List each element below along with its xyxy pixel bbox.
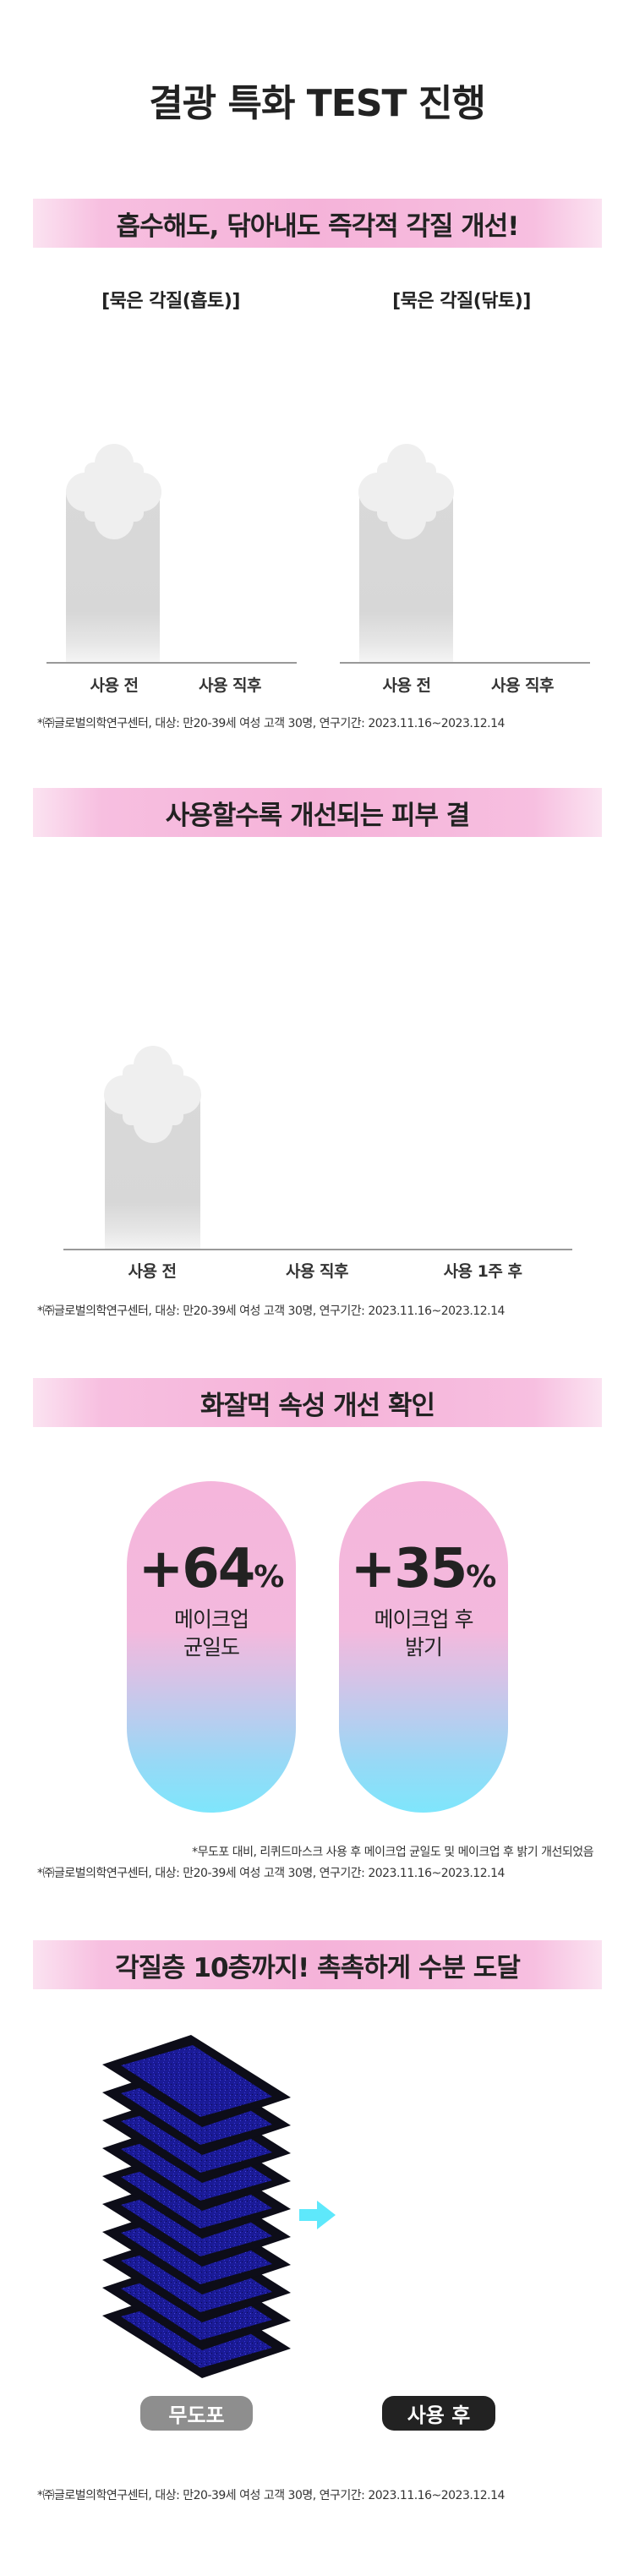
stat-pill-uniformity: +64% 메이크업 균일도 bbox=[127, 1481, 296, 1813]
stat-pill-brightness: +35% 메이크업 후 밝기 bbox=[339, 1481, 508, 1813]
section-heading-text: 흡수해도, 닦아내도 즉각적 각질 개선! bbox=[116, 211, 520, 242]
chart-subtitle-wipe: [묵은 각질(닦토)] bbox=[392, 291, 531, 312]
footnote: *㈜글로벌의학연구센터, 대상: 만20-39세 여성 고객 30명, 연구기간… bbox=[37, 1304, 505, 1318]
footnote: *㈜글로벌의학연구센터, 대상: 만20-39세 여성 고객 30명, 연구기간… bbox=[37, 2489, 505, 2502]
footnote: *㈜글로벌의학연구센터, 대상: 만20-39세 여성 고객 30명, 연구기간… bbox=[37, 717, 505, 730]
section-heading-makeup: 화잘먹 속성 개선 확인 bbox=[33, 1378, 602, 1427]
chart-axis bbox=[340, 662, 590, 664]
note: *무도포 대비, 리퀴드마스크 사용 후 메이크업 균일도 및 메이크업 후 밝… bbox=[192, 1846, 593, 1859]
footnote: *㈜글로벌의학연구센터, 대상: 만20-39세 여성 고객 30명, 연구기간… bbox=[37, 1867, 505, 1880]
x-label: 사용 직후 bbox=[490, 676, 555, 695]
chart-axis bbox=[63, 1249, 572, 1250]
x-label: 사용 전 bbox=[90, 676, 139, 695]
chart-axis bbox=[46, 662, 297, 664]
section-heading-texture: 사용할수록 개선되는 피부 결 bbox=[33, 788, 602, 837]
before-label-tag: 무도포 bbox=[140, 2396, 253, 2431]
x-label: 사용 1주 후 bbox=[443, 1262, 522, 1281]
stat-value: +35% bbox=[350, 1538, 497, 1600]
x-label: 사용 직후 bbox=[285, 1262, 349, 1281]
skin-layers-illustration bbox=[102, 2035, 336, 2378]
x-label: 사용 전 bbox=[382, 676, 431, 695]
stat-label: 메이크업 균일도 bbox=[173, 1607, 249, 1660]
stat-value: +64% bbox=[138, 1538, 285, 1600]
section-heading-text: 각질층 10층까지! 촉촉하게 수분 도달 bbox=[115, 1952, 521, 1983]
section-heading-exfoliation: 흡수해도, 닦아내도 즉각적 각질 개선! bbox=[33, 199, 602, 248]
clover-icon bbox=[358, 444, 454, 539]
section-heading-text: 화잘먹 속성 개선 확인 bbox=[199, 1390, 435, 1421]
clover-icon bbox=[104, 1046, 201, 1143]
section-heading-hydration: 각질층 10층까지! 촉촉하게 수분 도달 bbox=[33, 1940, 602, 1989]
arrow-right-icon bbox=[299, 2201, 336, 2229]
chart-subtitle-absorb: [묵은 각질(흡토)] bbox=[101, 291, 240, 312]
stat-label: 메이크업 후 밝기 bbox=[374, 1607, 474, 1660]
clover-icon bbox=[66, 444, 161, 539]
x-label: 사용 전 bbox=[128, 1262, 177, 1281]
x-label: 사용 직후 bbox=[198, 676, 262, 695]
page-title: 결광 특화 TEST 진행 bbox=[149, 82, 486, 125]
section-heading-text: 사용할수록 개선되는 피부 결 bbox=[165, 800, 471, 831]
after-label-tag: 사용 후 bbox=[382, 2396, 495, 2431]
skin-layer-surface bbox=[121, 2045, 272, 2117]
